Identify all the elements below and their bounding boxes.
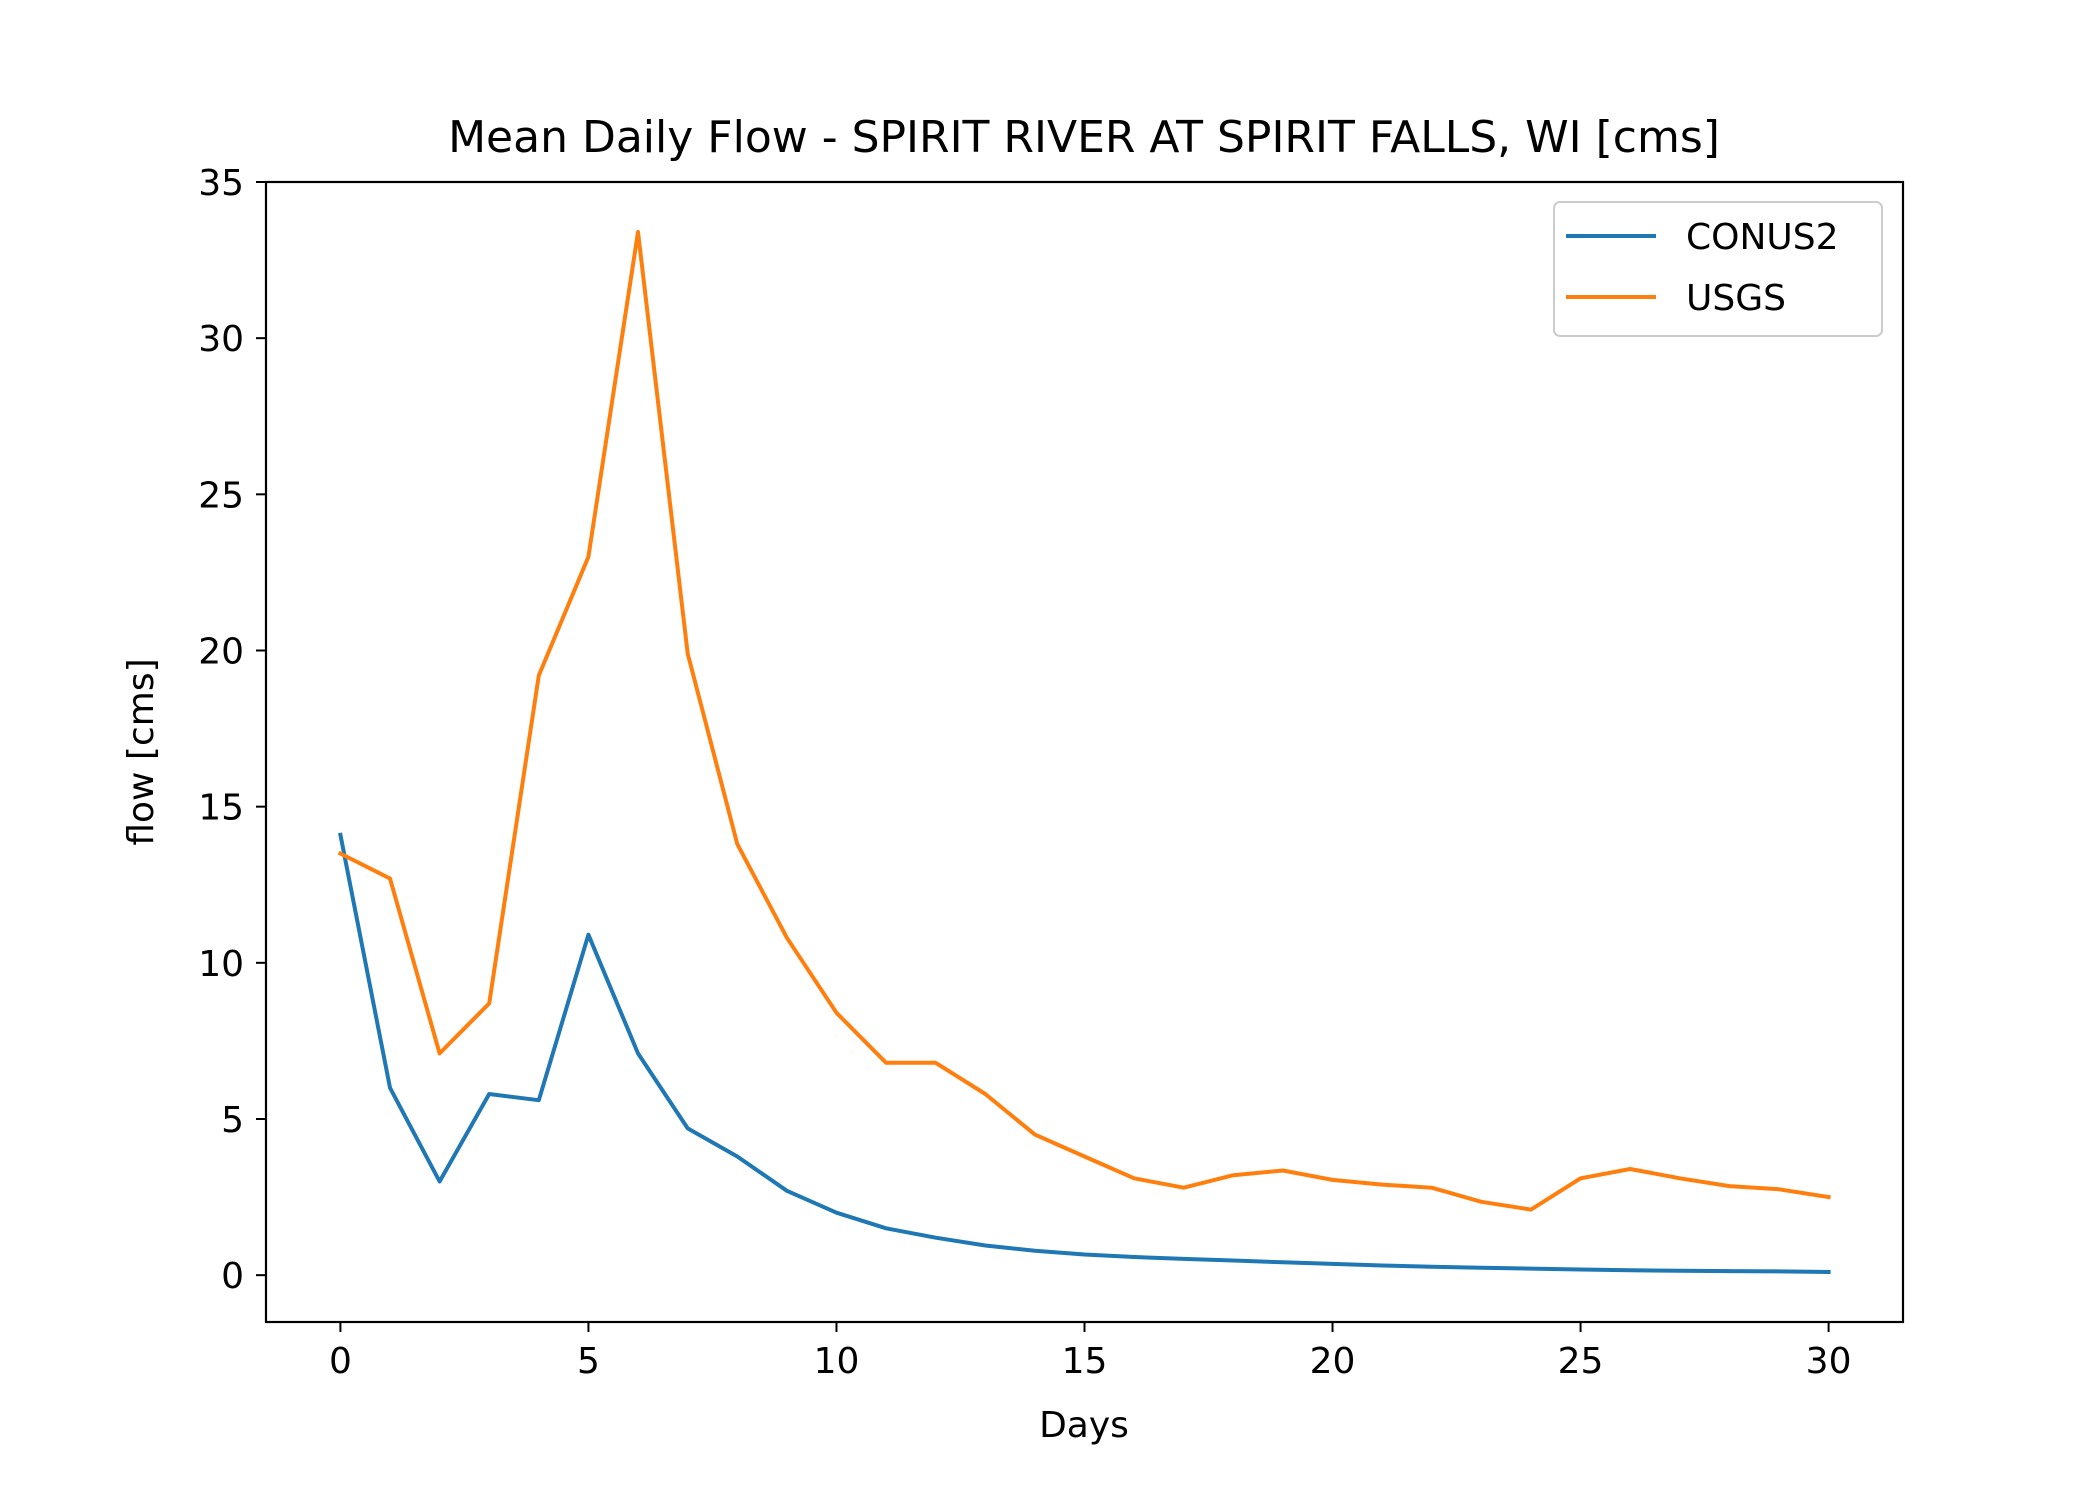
legend: CONUS2 USGS bbox=[1553, 201, 1883, 337]
legend-label-usgs: USGS bbox=[1686, 278, 1786, 319]
series-layer bbox=[337, 230, 1831, 1275]
y-tick-label: 10 bbox=[198, 944, 244, 985]
y-tick-label: 5 bbox=[221, 1100, 244, 1141]
y-axis-ticks: 0 5 10 15 20 25 30 35 bbox=[198, 163, 266, 1297]
legend-label-conus2: CONUS2 bbox=[1686, 217, 1839, 258]
y-tick-label: 15 bbox=[198, 788, 244, 829]
x-tick-label: 5 bbox=[577, 1341, 600, 1382]
x-axis-ticks: 0 5 10 15 20 25 30 bbox=[329, 1322, 1852, 1382]
y-tick-label: 30 bbox=[198, 319, 244, 360]
x-tick-label: 25 bbox=[1558, 1341, 1604, 1382]
plot-area: 0 5 10 15 20 25 30 0 5 10 15 20 25 30 35 bbox=[198, 163, 1905, 1382]
y-tick-label: 0 bbox=[221, 1256, 244, 1297]
series-line-usgs bbox=[337, 230, 1831, 1212]
series-line-conus2 bbox=[338, 832, 1831, 1275]
y-tick-label: 35 bbox=[198, 163, 244, 204]
y-tick-label: 20 bbox=[198, 631, 244, 672]
y-axis-label: flow [cms] bbox=[121, 658, 162, 845]
x-tick-label: 15 bbox=[1062, 1341, 1108, 1382]
chart-title: Mean Daily Flow - SPIRIT RIVER AT SPIRIT… bbox=[448, 112, 1720, 163]
y-tick-label: 25 bbox=[198, 475, 244, 516]
x-axis-label: Days bbox=[1039, 1405, 1129, 1446]
x-tick-label: 10 bbox=[814, 1341, 860, 1382]
x-tick-label: 20 bbox=[1310, 1341, 1356, 1382]
x-tick-label: 0 bbox=[329, 1341, 352, 1382]
x-tick-label: 30 bbox=[1806, 1341, 1852, 1382]
